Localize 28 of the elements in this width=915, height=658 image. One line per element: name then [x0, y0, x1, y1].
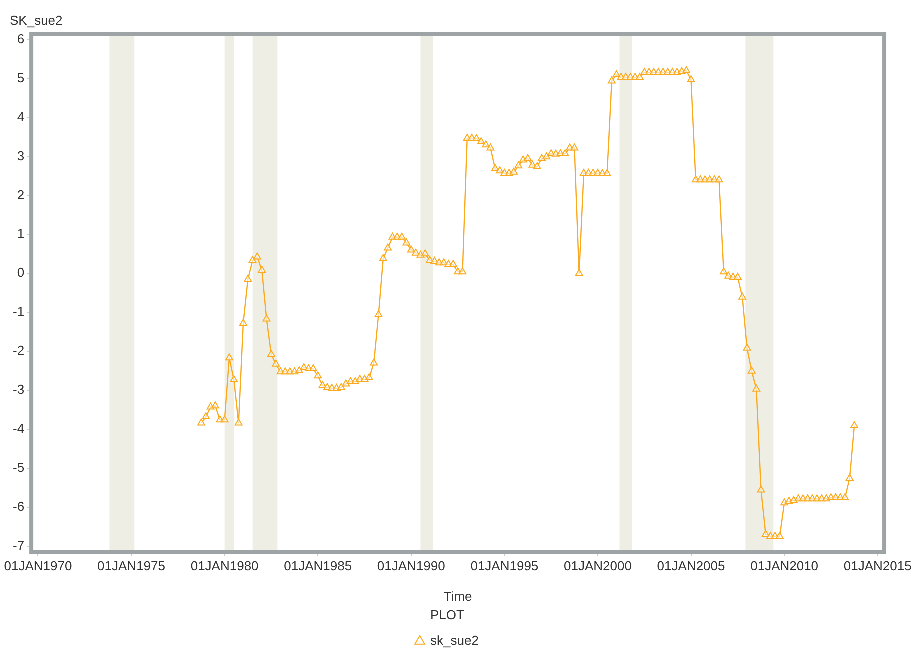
y-tick-label: -7	[12, 538, 25, 553]
x-tick-label: 01JAN2015	[844, 558, 912, 574]
x-tick-label: 01JAN1975	[98, 558, 166, 574]
y-tick-label: -5	[12, 460, 25, 475]
legend-label: sk_sue2	[430, 633, 479, 648]
y-tick-label: -1	[12, 304, 25, 320]
y-tick-label: 1	[17, 226, 25, 242]
y-tick-label: -2	[12, 343, 25, 358]
y-tick-label: -6	[12, 498, 25, 514]
x-tick-label: 01JAN1995	[470, 558, 539, 574]
y-tick-label: 0	[17, 265, 25, 280]
legend-title: PLOT	[430, 607, 465, 622]
y-axis-title: SK_sue2	[10, 13, 63, 28]
x-tick-label: 01JAN1985	[284, 558, 352, 574]
x-axis-title: Time	[444, 589, 472, 604]
y-tick-label: 3	[17, 148, 25, 164]
x-tick-label: 01JAN2000	[564, 558, 632, 574]
x-tick-label: 01JAN1980	[190, 558, 259, 574]
y-tick-label: 6	[17, 31, 25, 46]
x-tick-label: 01JAN2010	[750, 558, 819, 574]
y-tick-label: 2	[17, 187, 25, 202]
x-tick-label: 01JAN1990	[377, 558, 446, 574]
y-tick-label: -3	[12, 382, 25, 398]
x-tick-label: 01JAN2005	[657, 558, 726, 574]
y-tick-label: 5	[17, 70, 25, 86]
y-tick-label: -4	[12, 421, 25, 436]
x-tick-label: 01JAN1970	[4, 558, 72, 574]
y-tick-label: 4	[17, 109, 25, 124]
